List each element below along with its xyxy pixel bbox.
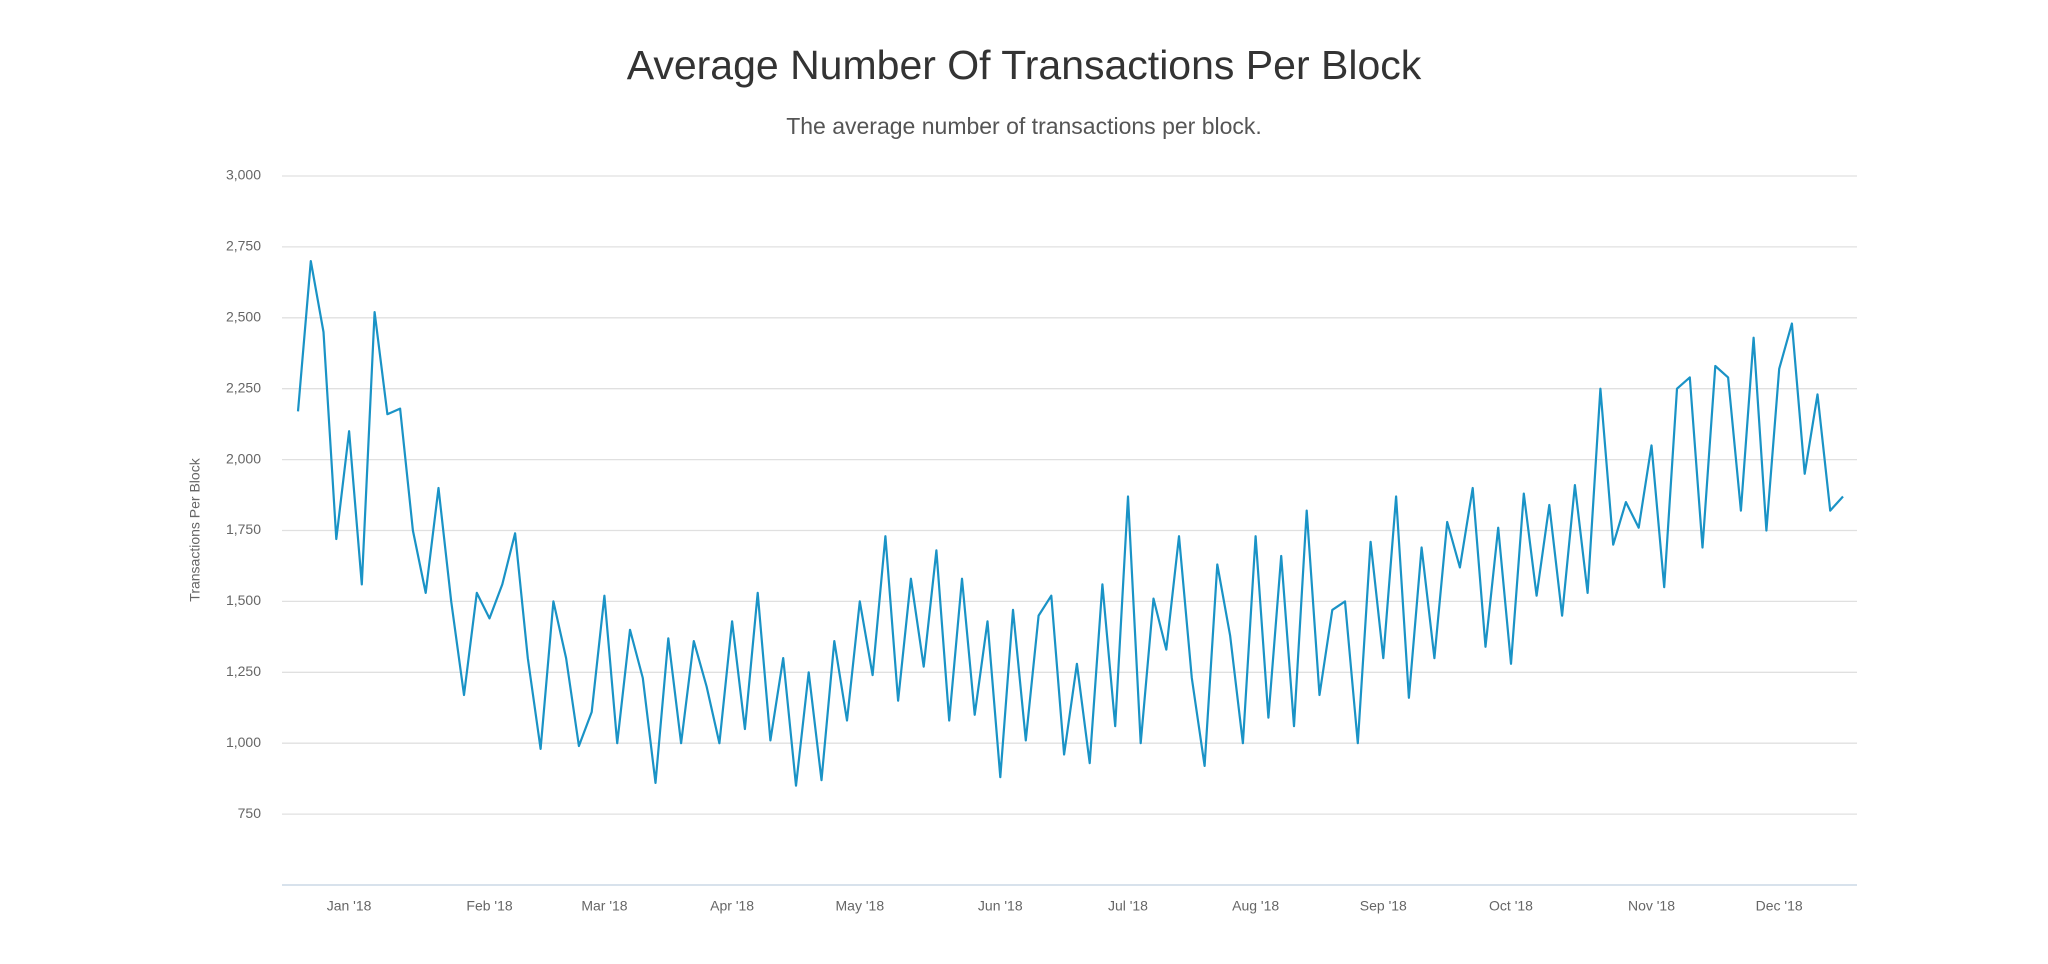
y-tick-label: 750 [238, 805, 262, 821]
y-tick-label: 1,500 [226, 592, 261, 608]
y-tick-label: 1,250 [226, 663, 261, 679]
x-tick-label: Jul '18 [1108, 898, 1148, 914]
y-tick-label: 2,000 [226, 450, 261, 466]
y-tick-label: 3,000 [226, 167, 261, 183]
y-tick-label: 2,250 [226, 379, 261, 395]
y-tick-label: 2,500 [226, 309, 261, 325]
chart-subtitle: The average number of transactions per b… [786, 113, 1262, 139]
y-tick-label: 2,750 [226, 238, 261, 254]
x-tick-label: Aug '18 [1232, 898, 1279, 914]
x-tick-label: Oct '18 [1489, 898, 1533, 914]
x-tick-label: Jan '18 [327, 898, 372, 914]
y-tick-label: 1,000 [226, 734, 261, 750]
x-tick-label: Feb '18 [466, 898, 512, 914]
x-tick-label: Sep '18 [1360, 898, 1407, 914]
x-tick-label: Jun '18 [978, 898, 1023, 914]
x-tick-label: Apr '18 [710, 898, 754, 914]
data-line [296, 260, 1844, 787]
x-tick-label: Nov '18 [1628, 898, 1675, 914]
y-tick-label: 1,750 [226, 521, 261, 537]
chart-title: Average Number Of Transactions Per Block [627, 42, 1422, 88]
y-axis-label: Transactions Per Block [187, 457, 203, 601]
x-tick-label: Dec '18 [1756, 898, 1803, 914]
x-tick-label: May '18 [836, 898, 885, 914]
x-tick-label: Mar '18 [581, 898, 627, 914]
